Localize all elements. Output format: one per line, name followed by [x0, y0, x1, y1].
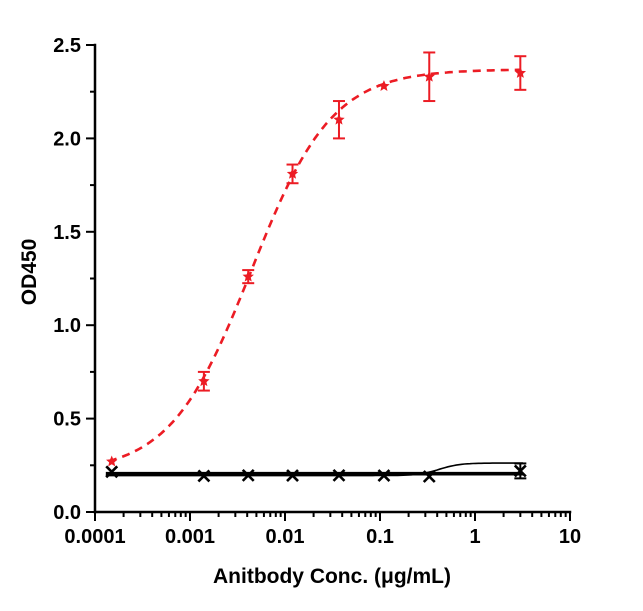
x-tick-label: 1 [469, 526, 480, 548]
x-marker [286, 469, 299, 482]
tick-labels: 0.0 0.5 1.0 1.5 2.0 2.5 0.0001 0.001 0.01 0.1 1 10 [53, 35, 581, 548]
star-marker [333, 113, 345, 125]
y-tick-label: 2.5 [53, 35, 81, 57]
y-tick-label: 1.0 [53, 315, 81, 337]
y-tick-label: 0.0 [53, 502, 81, 524]
x-tick-label: 0.001 [165, 526, 215, 548]
y-tick-label: 1.5 [53, 222, 81, 244]
star-marker [198, 375, 210, 387]
series-antibody-binding [106, 51, 527, 467]
star-marker [286, 167, 299, 179]
x-marker [422, 470, 436, 483]
x-marker [241, 468, 255, 482]
antibody-binding-curve [108, 68, 521, 463]
y-tick-label: 2.0 [53, 128, 81, 150]
axes [93, 43, 572, 514]
star-marker [514, 67, 527, 78]
x-marker [513, 464, 527, 478]
y-axis-title: OD450 [18, 239, 41, 306]
series-control-fit-thin [105, 462, 523, 477]
star-marker [242, 270, 254, 282]
x-marker [105, 465, 119, 479]
x-marker [332, 468, 346, 482]
star-marker [378, 80, 390, 91]
axis-ticks [86, 44, 571, 521]
control-fit-thin-curve [105, 462, 523, 477]
x-tick-label: 0.0001 [64, 526, 125, 548]
x-axis-title: Anitbody Conc. (μg/mL) [213, 565, 451, 588]
x-marker [377, 469, 391, 482]
x-tick-label: 0.01 [266, 526, 305, 548]
star-marker [423, 70, 435, 82]
star-marker [106, 455, 118, 467]
x-tick-label: 10 [559, 526, 581, 548]
x-tick-label: 0.1 [366, 526, 394, 548]
plot-area: 0.0 0.5 1.0 1.5 2.0 2.5 0.0001 0.001 0.01 0.1 1 10 [53, 35, 581, 548]
series-control-flat-thick [105, 462, 527, 483]
y-tick-label: 0.5 [53, 409, 81, 431]
x-marker [197, 469, 211, 483]
